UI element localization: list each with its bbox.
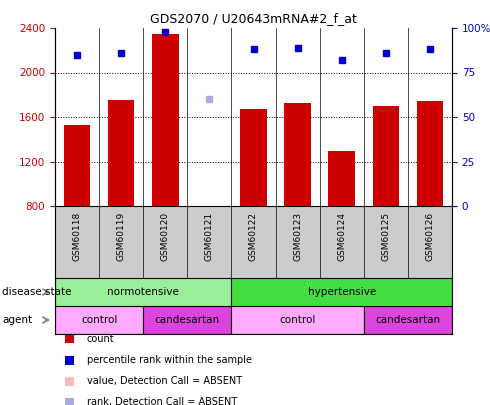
- Bar: [231, 278, 452, 306]
- Bar: [364, 306, 452, 334]
- Text: GSM60120: GSM60120: [161, 212, 170, 261]
- Text: value, Detection Call = ABSENT: value, Detection Call = ABSENT: [87, 376, 242, 386]
- Text: normotensive: normotensive: [107, 287, 179, 297]
- Text: percentile rank within the sample: percentile rank within the sample: [87, 355, 252, 365]
- Bar: [240, 109, 267, 206]
- Text: GSM60123: GSM60123: [293, 212, 302, 261]
- Bar: [284, 102, 311, 206]
- Bar: [372, 106, 399, 206]
- Text: GSM60122: GSM60122: [249, 212, 258, 261]
- Text: agent: agent: [2, 315, 32, 325]
- Bar: [55, 306, 143, 334]
- Text: GSM60118: GSM60118: [73, 212, 81, 261]
- Bar: [152, 34, 178, 206]
- Text: GSM60119: GSM60119: [117, 212, 125, 261]
- Text: hypertensive: hypertensive: [308, 287, 376, 297]
- Bar: [108, 100, 134, 206]
- Text: candesartan: candesartan: [375, 315, 441, 325]
- Text: GSM60124: GSM60124: [337, 212, 346, 261]
- Text: control: control: [279, 315, 316, 325]
- Text: disease state: disease state: [2, 287, 72, 297]
- Text: count: count: [87, 334, 115, 344]
- Text: control: control: [81, 315, 117, 325]
- Text: GSM60126: GSM60126: [425, 212, 435, 261]
- Title: GDS2070 / U20643mRNA#2_f_at: GDS2070 / U20643mRNA#2_f_at: [150, 13, 357, 26]
- Bar: [55, 278, 231, 306]
- Bar: [231, 306, 364, 334]
- Text: rank, Detection Call = ABSENT: rank, Detection Call = ABSENT: [87, 397, 237, 405]
- Bar: [143, 306, 231, 334]
- Text: GSM60121: GSM60121: [205, 212, 214, 261]
- Bar: [416, 101, 443, 206]
- Bar: [328, 151, 355, 206]
- Bar: [64, 125, 90, 206]
- Text: GSM60125: GSM60125: [381, 212, 391, 261]
- Text: candesartan: candesartan: [155, 315, 220, 325]
